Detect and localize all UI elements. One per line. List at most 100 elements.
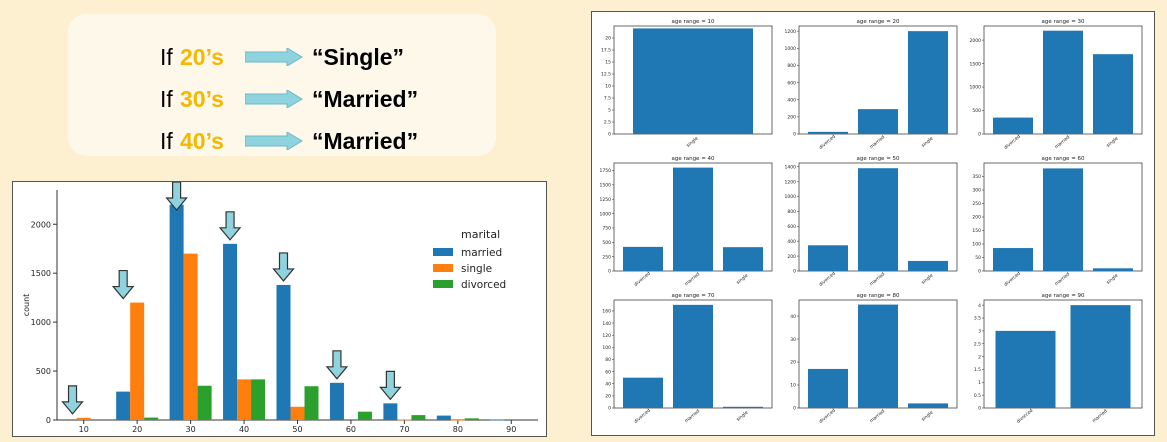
subplot-panel: age range = 30 0 500 1000 1500 2000 divorced ma… (970, 19, 1143, 151)
subplot-x-tick-label: married (1054, 134, 1071, 150)
subplot-title: age range = 80 (856, 293, 900, 299)
right-arrow-icon (245, 48, 303, 66)
bar-single (290, 406, 305, 420)
subplot-y-tick-label: 3 (978, 329, 981, 335)
subplot-y-tick-label: 40 (605, 381, 611, 387)
subplot-y-tick-label: 0 (608, 132, 611, 138)
subplot-y-tick-label: 200 (787, 254, 796, 260)
subplot-y-tick-label: 20 (790, 360, 796, 366)
subplot-x-tick-label: single (920, 410, 934, 423)
x-tick-label: 70 (399, 425, 409, 434)
age-range-grid: age range = 10 0 2.5 5 7.5 10 12.5 15 17.5 20 sing… (591, 11, 1155, 436)
down-arrow-shape (218, 211, 242, 241)
subplot-bar (623, 377, 663, 408)
subplot-y-tick-label: 0 (978, 269, 981, 275)
subplot-bar (723, 406, 763, 408)
subplot-x-tick-label: single (920, 136, 934, 149)
subplot-title: age range = 40 (671, 156, 715, 162)
subplot-y-tick-label: 400 (787, 239, 796, 245)
subplot-y-tick-label: 250 (602, 254, 611, 260)
subplot-y-tick-label: 500 (602, 240, 611, 246)
bar-divorced (304, 386, 319, 420)
subplot-y-tick-label: 1250 (600, 197, 612, 203)
bar-single (450, 419, 465, 421)
subplot-y-tick-label: 1750 (600, 168, 612, 174)
subplot-bar (1043, 168, 1083, 271)
subplot-y-tick-label: 800 (787, 63, 796, 69)
bar-divorced (144, 417, 159, 420)
rule-prefix: If (160, 86, 173, 112)
bar-single (397, 419, 412, 421)
y-tick-label: 1000 (31, 318, 51, 327)
y-tick-label: 0 (46, 416, 51, 425)
subplot-y-tick-label: 50 (975, 255, 981, 261)
subplot-y-tick-label: 0 (608, 269, 611, 275)
subplot-title: age range = 30 (1041, 19, 1085, 25)
bar-divorced (197, 385, 212, 420)
main-chart-svg: 0 500 1000 1500 2000 count 10 20 30 40 50 60 70 80 90 m… (22, 181, 538, 434)
subplot-y-tick-label: 15 (605, 60, 611, 66)
subplot-y-tick-label: 1 (978, 380, 981, 386)
subplot-y-tick-label: 1000 (600, 211, 612, 217)
y-axis-label: count (22, 294, 31, 317)
subplot-bar (673, 167, 713, 271)
subplot-y-tick-label: 1200 (785, 179, 797, 185)
x-tick-label: 90 (506, 425, 516, 434)
subplot-y-tick-label: 17.5 (601, 48, 611, 54)
subplot-bar (908, 31, 948, 135)
rule-row: If 40’s “Married” (68, 124, 496, 158)
subplot-x-tick-label: divorced (818, 271, 837, 288)
x-tick-label: 50 (292, 425, 302, 434)
subplot-y-tick-label: 600 (787, 80, 796, 86)
y-tick-label: 2000 (31, 220, 51, 229)
subplot-y-tick-label: 1000 (785, 194, 797, 200)
rule-result: “Single” (312, 44, 405, 70)
bar-married (223, 243, 238, 420)
down-arrow-icon (218, 211, 242, 241)
subplot-bar (1093, 54, 1133, 134)
down-arrow-shape (61, 385, 84, 415)
subplot-panel: age range = 20 0 200 400 600 800 1000 1200 divor… (785, 19, 958, 151)
legend-label-single: single (461, 263, 492, 275)
legend-label-divorced: divorced (461, 279, 506, 291)
subplot-y-tick-label: 7.5 (604, 96, 611, 102)
bar-married (490, 419, 505, 421)
subplot-bar (908, 260, 948, 271)
legend-swatch-married (433, 248, 453, 256)
subplot-y-tick-label: 2 (978, 354, 981, 360)
subplot-title: age range = 70 (671, 293, 715, 299)
legend-swatch-divorced (433, 280, 453, 288)
subplot-y-tick-label: 1.5 (974, 367, 981, 373)
bar-divorced (357, 411, 372, 420)
subplot-x-tick-label: single (920, 273, 934, 286)
subplot-bar (993, 248, 1033, 271)
bar-married (116, 391, 131, 420)
down-arrow-shape (111, 269, 135, 300)
subplot-y-tick-label: 1200 (785, 29, 797, 35)
legend-label-married: married (461, 247, 502, 259)
subplot-y-tick-label: 5 (608, 108, 611, 114)
legend-title: marital (461, 228, 500, 241)
subplot-x-tick-label: single (735, 410, 749, 423)
subplot-y-tick-label: 1000 (970, 85, 982, 91)
rule-row: If 30’s “Married” (68, 82, 496, 116)
subplot-y-tick-label: 10 (790, 383, 796, 389)
subplot-x-tick-label: married (684, 271, 701, 287)
subplot-panel: age range = 90 0 0.5 1 1.5 2 2.5 3 3.5 4 divorced m… (974, 293, 1143, 425)
down-arrow-icon (61, 385, 84, 415)
rule-result: “Married” (312, 86, 419, 112)
subplot-x-tick-label: divorced (633, 408, 652, 425)
subplot-y-tick-label: 12.5 (601, 72, 611, 78)
subplot-y-tick-label: 1500 (600, 183, 612, 189)
subplot-y-tick-label: 200 (972, 215, 981, 221)
subplot-x-tick-label: married (869, 134, 886, 150)
x-tick-label: 20 (132, 425, 142, 434)
subplot-y-tick-label: 200 (787, 115, 796, 121)
subplot-x-tick-label: single (685, 136, 699, 149)
subplot-bar (1070, 305, 1131, 408)
subplot-x-tick-label: divorced (818, 134, 837, 151)
subplot-y-tick-label: 30 (790, 337, 796, 343)
subplot-y-tick-label: 100 (972, 242, 981, 248)
bar-divorced (411, 415, 426, 420)
subplot-bar (1043, 30, 1083, 135)
